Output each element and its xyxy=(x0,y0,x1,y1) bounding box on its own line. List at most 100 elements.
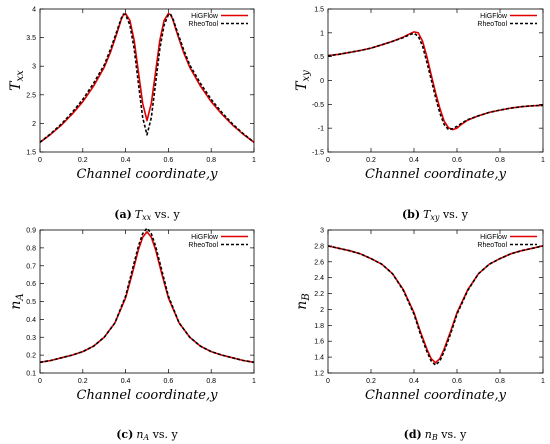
chart-panel-d: 0 0.2 0.4 0.6 0.8 1 1.2 1.4 1.6 1.8 2 2.2 2.4 2.6 2.8 3… xyxy=(294,228,545,443)
y-tick-label: -1.5 xyxy=(312,150,324,157)
y-tick-label: 3 xyxy=(320,228,324,235)
x-tick-label: 0 xyxy=(326,157,330,164)
panel-caption: (c) nA vs. y xyxy=(116,428,178,442)
y-tick-label: 0 xyxy=(320,78,324,85)
x-tick-label: 0.4 xyxy=(409,157,419,164)
x-tick-label: 0.8 xyxy=(206,378,216,385)
legend-label-higflow: HiGFlow xyxy=(480,13,508,20)
y-tick-label: 1.4 xyxy=(314,355,324,362)
chart-panel-a: 0 0.2 0.4 0.6 0.8 1 1.5 2 2.5 3 3.5 4 HiGFlowRheoToo… xyxy=(8,7,256,223)
legend-label-higflow: HiGFlow xyxy=(191,13,219,20)
caption-subscript: xy xyxy=(430,213,440,222)
series-line-rheotool xyxy=(39,13,255,143)
caption-tag: (d) xyxy=(404,428,422,441)
x-tick-label: 0 xyxy=(38,378,42,385)
plot-frame xyxy=(327,229,544,374)
x-tick-label: 0.8 xyxy=(495,157,505,164)
series-line-higflow xyxy=(39,231,255,364)
y-axis-label-subscript: xy xyxy=(301,70,312,82)
caption-subscript: A xyxy=(142,433,149,442)
x-tick-label: 0 xyxy=(326,378,330,385)
y-axis-label-main: T xyxy=(294,80,310,91)
series-line-higflow xyxy=(39,12,255,143)
y-tick-label: 1.8 xyxy=(314,323,324,330)
y-tick-label: 0.1 xyxy=(26,371,36,378)
series-line-rheotool xyxy=(327,32,544,131)
caption-subscript: xx xyxy=(142,213,152,222)
x-tick-label: 0.2 xyxy=(78,378,88,385)
plot-frame xyxy=(39,229,255,374)
y-tick-label: 0.2 xyxy=(26,353,36,360)
series-line-higflow xyxy=(327,31,544,131)
caption-tail: vs. y xyxy=(439,208,468,221)
x-tick-label: 0.8 xyxy=(495,378,505,385)
y-tick-label: 3 xyxy=(32,64,36,71)
x-tick-label: 1 xyxy=(541,378,545,385)
y-tick-label: 0.5 xyxy=(26,299,36,306)
y-tick-label: 0.8 xyxy=(26,245,36,252)
y-axis-label-subscript: B xyxy=(301,293,312,301)
x-tick-label: 1 xyxy=(252,378,256,385)
x-tick-label: 0.6 xyxy=(452,157,462,164)
y-axis-label-main: T xyxy=(8,80,24,91)
y-axis-label: Txy xyxy=(294,70,312,91)
y-tick-label: 2.5 xyxy=(26,92,36,99)
x-tick-label: 0.8 xyxy=(206,157,216,164)
caption-subscript: B xyxy=(431,433,438,442)
x-axis-label: Channel coordinate,y xyxy=(77,388,219,403)
x-tick-label: 0.4 xyxy=(121,378,131,385)
x-tick-label: 0.4 xyxy=(409,378,419,385)
y-tick-label: 4 xyxy=(32,7,36,14)
x-tick-label: 0.2 xyxy=(78,157,88,164)
y-tick-label: 1.5 xyxy=(314,7,324,14)
x-tick-label: 0.2 xyxy=(366,157,376,164)
legend-label-higflow: HiGFlow xyxy=(480,234,508,241)
y-tick-label: 2.2 xyxy=(314,291,324,298)
caption-tag: (a) xyxy=(114,208,132,221)
x-tick-label: 0.2 xyxy=(366,378,376,385)
y-axis-label-subscript: A xyxy=(15,293,26,301)
caption-symbol: n xyxy=(136,428,143,441)
caption-tag: (b) xyxy=(402,208,420,221)
x-axis-label: Channel coordinate,y xyxy=(77,167,219,182)
x-tick-label: 0.6 xyxy=(452,378,462,385)
caption-symbol: n xyxy=(425,428,432,441)
x-axis-label: Channel coordinate,y xyxy=(365,388,507,403)
caption-tail: vs. y xyxy=(149,428,178,441)
x-tick-label: 0.4 xyxy=(121,157,131,164)
caption-symbol: T xyxy=(423,208,432,221)
y-tick-label: 0.6 xyxy=(26,281,36,288)
caption-symbol: T xyxy=(135,208,144,221)
series-line-higflow xyxy=(327,245,544,364)
panel-caption: (a) Txx vs. y xyxy=(114,208,180,222)
y-tick-label: 2.8 xyxy=(314,243,324,250)
y-tick-label: 0.5 xyxy=(314,54,324,61)
series-line-rheotool xyxy=(327,245,544,366)
x-tick-label: 0.6 xyxy=(164,157,174,164)
series-line-rheotool xyxy=(39,227,255,364)
panel-caption: (d) nB vs. y xyxy=(404,428,467,442)
x-tick-label: 0.6 xyxy=(164,378,174,385)
plot-frame xyxy=(39,8,255,153)
y-axis-label: nB xyxy=(294,293,312,309)
chart-panel-b: 0 0.2 0.4 0.6 0.8 1 -1.5 -1 -0.5 0 0.5 1 1.5 HiGFlowR… xyxy=(294,7,545,223)
y-tick-label: 0.4 xyxy=(26,317,36,324)
y-tick-label: 3.5 xyxy=(26,35,36,42)
legend-label-higflow: HiGFlow xyxy=(191,234,219,241)
y-tick-label: 0.9 xyxy=(26,228,36,235)
y-axis-label-main: n xyxy=(8,301,24,310)
y-tick-label: 1.5 xyxy=(26,150,36,157)
chart-panel-c: 0 0.2 0.4 0.6 0.8 1 0.1 0.2 0.3 0.4 0.5 0.6 0.7 0.8 0.… xyxy=(8,227,256,442)
legend-label-rheotool: RheoTool xyxy=(188,21,218,28)
x-tick-label: 0 xyxy=(38,157,42,164)
y-axis-label-main: n xyxy=(294,301,310,310)
y-axis-label: Txx xyxy=(8,70,26,91)
caption-tag: (c) xyxy=(116,428,133,441)
y-axis-label-subscript: xx xyxy=(15,70,26,82)
x-axis-label: Channel coordinate,y xyxy=(365,167,507,182)
y-tick-label: 2.6 xyxy=(314,259,324,266)
